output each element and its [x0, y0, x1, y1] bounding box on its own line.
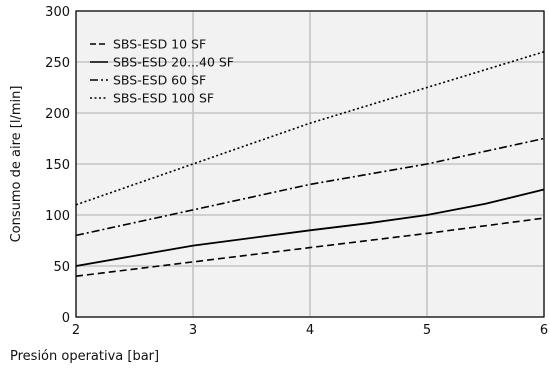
legend-label-1: SBS-ESD 10 SF: [113, 37, 206, 52]
x-tick-label: 4: [306, 323, 314, 338]
y-tick-label: 300: [45, 5, 70, 20]
series-line-1: [75, 217, 545, 277]
series-line-2: [75, 188, 545, 267]
legend-label-3: SBS-ESD 60 SF: [113, 73, 206, 88]
tick-labels: 2 3 4 5 6 0 50 100 150 200 250 300: [45, 5, 548, 338]
y-tick-label: 100: [45, 209, 70, 224]
x-tick-label: 5: [423, 323, 431, 338]
series-group: [75, 51, 545, 277]
legend-label-2: SBS-ESD 20...40 SF: [113, 55, 234, 70]
y-tick-label: 200: [45, 107, 70, 122]
legend: SBS-ESD 10 SF SBS-ESD 20...40 SF SBS-ESD 6…: [90, 37, 234, 106]
y-tick-label: 250: [45, 56, 70, 71]
grid-lines: [75, 10, 545, 318]
x-axis-title: Presión operativa [bar]: [10, 349, 159, 364]
y-tick-label: 0: [62, 311, 70, 326]
legend-label-4: SBS-ESD 100 SF: [113, 91, 214, 106]
x-tick-label: 6: [540, 323, 548, 338]
series-line-4: [75, 51, 545, 206]
y-tick-label: 50: [53, 260, 70, 275]
y-axis-title: Consumo de aire [l/min]: [9, 86, 24, 243]
x-tick-label: 2: [72, 323, 80, 338]
y-tick-label: 150: [45, 158, 70, 173]
x-tick-label: 3: [189, 323, 197, 338]
plot-frame: [75, 10, 545, 318]
